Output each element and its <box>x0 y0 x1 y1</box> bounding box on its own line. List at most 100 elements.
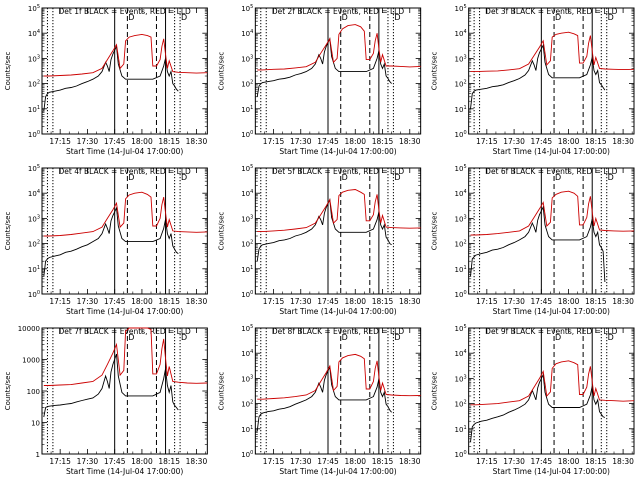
x-tick-label: 17:30 <box>503 137 525 146</box>
marker-label: D <box>181 173 187 182</box>
y-tick-label: 101 <box>28 105 40 114</box>
x-axis-label: Start Time (14-Jul-04 17:00:00) <box>493 147 610 156</box>
detector-panel-8: Det 8f BLACK = Events, RED = LLD 100 101 10… <box>217 324 422 476</box>
panel-title: Det 1f BLACK = Events, RED = LLD <box>59 7 192 16</box>
y-tick-label: 102 <box>28 240 40 249</box>
x-tick-label: 18:30 <box>399 297 421 306</box>
x-tick-label: 18:15 <box>372 137 394 146</box>
events-rate-line <box>470 373 606 443</box>
x-tick-label: 18:15 <box>372 297 394 306</box>
detector-panel-3: Det 3f BLACK = Events, RED = LLD 100 101 10… <box>431 4 635 156</box>
y-tick-label: 1 <box>36 451 40 459</box>
x-tick-label: 17:45 <box>531 457 553 466</box>
x-tick-label: 18:00 <box>558 457 580 466</box>
x-tick-label: 18:00 <box>131 457 153 466</box>
lld-rate-line <box>470 360 635 406</box>
x-tick-label: 17:45 <box>104 457 126 466</box>
x-axis-label: Start Time (14-Jul-04 17:00:00) <box>279 307 396 316</box>
x-tick-label: 17:30 <box>503 297 525 306</box>
y-tick-label: 105 <box>241 164 253 173</box>
y-tick-label: 100 <box>455 450 467 459</box>
x-tick-label: 18:00 <box>131 137 153 146</box>
events-rate-line <box>43 353 179 418</box>
x-tick-label: 18:00 <box>344 297 366 306</box>
x-tick-label: 17:15 <box>49 457 71 466</box>
events-rate-line <box>256 37 392 97</box>
y-tick-label: 105 <box>455 324 467 333</box>
y-tick-label: 104 <box>241 349 253 358</box>
lld-rate-line <box>257 189 421 233</box>
y-tick-label: 104 <box>241 189 253 198</box>
y-axis-label: Counts/sec <box>431 212 439 251</box>
x-tick-label: 17:15 <box>476 457 498 466</box>
y-tick-label: 101 <box>241 105 253 114</box>
x-axis-label: Start Time (14-Jul-04 17:00:00) <box>279 467 396 476</box>
marker-label: D <box>394 173 400 182</box>
y-tick-label: 102 <box>28 80 40 89</box>
y-tick-label: 101 <box>455 105 467 114</box>
y-tick-label: 103 <box>28 54 40 63</box>
x-tick-label: 17:15 <box>263 297 285 306</box>
x-tick-label: 18:30 <box>612 297 634 306</box>
panel-title: Det 6f BLACK = Events, RED = LLD <box>485 167 618 176</box>
x-tick-label: 17:45 <box>317 457 339 466</box>
y-axis-label: Counts/sec <box>4 212 12 251</box>
x-tick-label: 18:15 <box>158 137 180 146</box>
y-tick-label: 10000 <box>18 325 40 333</box>
y-tick-label: 104 <box>455 29 467 38</box>
x-tick-label: 17:30 <box>290 297 312 306</box>
marker-label: D <box>181 13 187 22</box>
events-rate-line <box>256 198 392 262</box>
y-tick-label: 103 <box>455 374 467 383</box>
marker-label: D <box>608 173 614 182</box>
detector-panel-1: Det 1f BLACK = Events, RED = LLD 100 101 10… <box>4 4 208 156</box>
y-axis-label: Counts/sec <box>217 372 225 411</box>
y-tick-label: 101 <box>455 425 467 434</box>
plot-frame <box>254 167 422 295</box>
x-tick-label: 18:30 <box>186 297 208 306</box>
y-tick-label: 100 <box>28 290 40 299</box>
y-tick-label: 100 <box>455 290 467 299</box>
y-tick-label: 100 <box>241 130 253 139</box>
x-tick-label: 17:45 <box>104 297 126 306</box>
y-tick-label: 103 <box>241 214 253 223</box>
y-tick-label: 1000 <box>22 357 40 365</box>
lld-rate-line <box>257 353 421 400</box>
x-tick-label: 17:15 <box>476 137 498 146</box>
x-tick-label: 18:00 <box>131 297 153 306</box>
y-tick-label: 104 <box>455 189 467 198</box>
panel-title: Det 8f BLACK = Events, RED = LLD <box>272 327 405 336</box>
y-tick-label: 104 <box>455 349 467 358</box>
marker-label: D <box>342 333 348 342</box>
lld-rate-line <box>43 327 208 386</box>
marker-label: D <box>342 13 348 22</box>
marker-label: D <box>128 13 134 22</box>
y-tick-label: 105 <box>455 4 467 13</box>
y-tick-label: 105 <box>28 4 40 13</box>
y-tick-label: 103 <box>455 54 467 63</box>
y-tick-label: 102 <box>241 80 253 89</box>
y-tick-label: 100 <box>28 130 40 139</box>
y-tick-label: 102 <box>241 400 253 409</box>
marker-label: D <box>128 173 134 182</box>
y-axis-label: Counts/sec <box>431 52 439 91</box>
y-tick-label: 103 <box>241 374 253 383</box>
x-axis-label: Start Time (14-Jul-04 17:00:00) <box>279 147 396 156</box>
marker-label: D <box>394 13 400 22</box>
detector-panel-6: Det 6f BLACK = Events, RED = LLD 100 101 10… <box>431 164 635 316</box>
y-tick-label: 103 <box>455 214 467 223</box>
x-tick-label: 18:00 <box>344 137 366 146</box>
y-axis-label: Counts/sec <box>4 372 12 411</box>
lld-rate-line <box>257 24 421 71</box>
y-tick-label: 100 <box>241 450 253 459</box>
y-tick-label: 102 <box>241 240 253 249</box>
y-tick-label: 104 <box>28 29 40 38</box>
x-tick-label: 18:00 <box>344 457 366 466</box>
x-tick-label: 18:00 <box>558 297 580 306</box>
y-tick-label: 100 <box>241 290 253 299</box>
y-tick-label: 103 <box>241 54 253 63</box>
plot-frame <box>41 7 208 135</box>
x-tick-label: 18:30 <box>399 457 421 466</box>
detector-panel-2: Det 2f BLACK = Events, RED = LLD 100 101 10… <box>217 4 422 156</box>
